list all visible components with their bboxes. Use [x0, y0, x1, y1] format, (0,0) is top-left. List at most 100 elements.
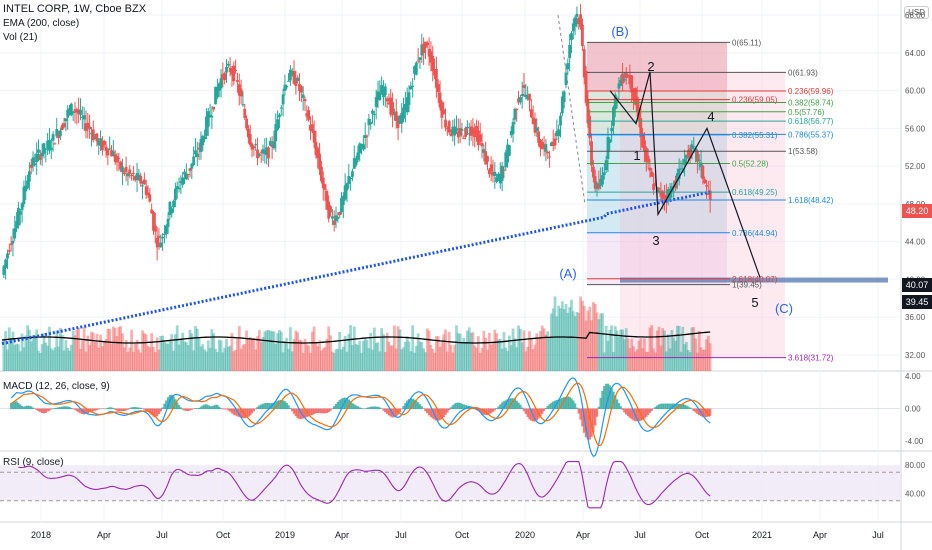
macd-histogram-bar [134, 407, 137, 410]
volume-legend[interactable]: Vol (21) [3, 32, 38, 43]
candle-body [648, 167, 652, 171]
candle-body [608, 139, 612, 144]
macd-histogram-bar [603, 385, 606, 410]
candle-body [622, 78, 626, 81]
candle-body [497, 173, 500, 178]
volume-bar [686, 349, 690, 371]
macd-histogram-bar [196, 408, 199, 410]
macd-histogram-bar [13, 401, 16, 410]
macd-histogram-bar [327, 408, 330, 413]
candle-body [429, 51, 433, 63]
ema-legend[interactable]: EMA (200, close) [3, 18, 80, 29]
volume-bar [535, 333, 539, 371]
volume-bar [632, 346, 635, 371]
currency-button[interactable]: USD [904, 6, 929, 19]
volume-bar [135, 339, 139, 371]
macd-histogram-bar [579, 408, 582, 420]
volume-bar [24, 335, 28, 371]
volume-bar [164, 343, 168, 371]
volume-bar [661, 328, 665, 371]
candle-body [376, 91, 380, 98]
candle-body [66, 109, 70, 118]
candle-body [148, 194, 152, 202]
time-tick-label: Jul [872, 530, 884, 540]
volume-bar [515, 347, 519, 371]
candle-body [62, 123, 66, 128]
volume-bar [345, 351, 349, 371]
macd-histogram-bar [192, 408, 195, 410]
volume-bar [646, 351, 650, 371]
volume-bar [223, 347, 227, 371]
candle-body [400, 112, 404, 124]
candle-body [414, 62, 418, 75]
volume-bar [409, 351, 413, 371]
macd-histogram-bar [572, 400, 575, 410]
time-tick-label: Apr [97, 530, 111, 540]
candle-body [132, 172, 135, 174]
volume-bar [506, 351, 509, 371]
candle-body [115, 155, 119, 163]
fib-level-label: 2.618(40.07) [732, 275, 778, 284]
macd-histogram-bar [314, 408, 318, 414]
macd-histogram-bar [103, 408, 106, 410]
candle-body [663, 194, 666, 198]
candle-body [697, 159, 701, 161]
volume-bar [553, 296, 557, 371]
volume-bar [181, 332, 185, 371]
volume-bar [241, 344, 245, 371]
volume-bar [652, 348, 655, 371]
macd-histogram-bar [332, 406, 336, 410]
volume-bar [422, 348, 426, 371]
wave-label: 1 [633, 148, 640, 163]
macd-histogram-bar [148, 408, 152, 414]
candle-body [467, 133, 471, 135]
candle-body [29, 164, 33, 168]
macd-histogram-bar [106, 407, 110, 410]
macd-histogram-bar [261, 403, 265, 410]
fib-level-label: 1(53.58) [788, 147, 818, 156]
macd-histogram-bar [249, 408, 252, 416]
candle-body [184, 173, 188, 180]
macd-histogram-bar [635, 408, 639, 422]
volume-bar [591, 302, 595, 371]
macd-histogram-bar [15, 401, 18, 410]
macd-histogram-bar [402, 405, 405, 410]
candle-body [455, 128, 458, 131]
macd-histogram-bar [515, 400, 518, 410]
volume-bar [657, 326, 661, 371]
volume-bar [261, 336, 265, 371]
macd-histogram-bar [681, 404, 684, 410]
volume-bar [205, 351, 208, 371]
macd-histogram-bar [117, 408, 121, 412]
volume-bar [604, 325, 608, 371]
macd-histogram-bar [407, 399, 411, 410]
macd-histogram-bar [619, 406, 622, 410]
macd-histogram-bar [546, 405, 549, 410]
volume-bar [539, 331, 542, 371]
volume-bar [695, 352, 699, 371]
macd-histogram-bar [115, 408, 119, 411]
volume-bar [60, 334, 64, 371]
volume-bar [624, 328, 628, 371]
macd-legend[interactable]: MACD (12, 26, close, 9) [3, 381, 110, 392]
volume-bar [40, 344, 44, 371]
volume-bar [568, 307, 572, 371]
macd-histogram-bar [172, 396, 175, 410]
volume-bar [272, 331, 276, 371]
macd-histogram-bar [155, 408, 159, 417]
macd-histogram-bar [413, 399, 416, 410]
volume-bar [287, 348, 290, 371]
candle-body [223, 73, 227, 81]
volume-bar [692, 327, 696, 371]
symbol-legend[interactable]: INTEL CORP, 1W, Cboe BZX [3, 3, 146, 15]
macd-histogram-bar [360, 408, 363, 410]
macd-histogram-bar [70, 407, 73, 410]
macd-histogram-bar [604, 383, 608, 410]
macd-histogram-bar [283, 401, 287, 410]
macd-histogram-bar [670, 403, 674, 410]
rsi-legend[interactable]: RSI (9, close) [3, 457, 64, 468]
macd-histogram-bar [676, 403, 679, 410]
macd-histogram-bar [19, 404, 22, 410]
macd-histogram-bar [9, 402, 13, 410]
volume-bar [122, 347, 126, 371]
